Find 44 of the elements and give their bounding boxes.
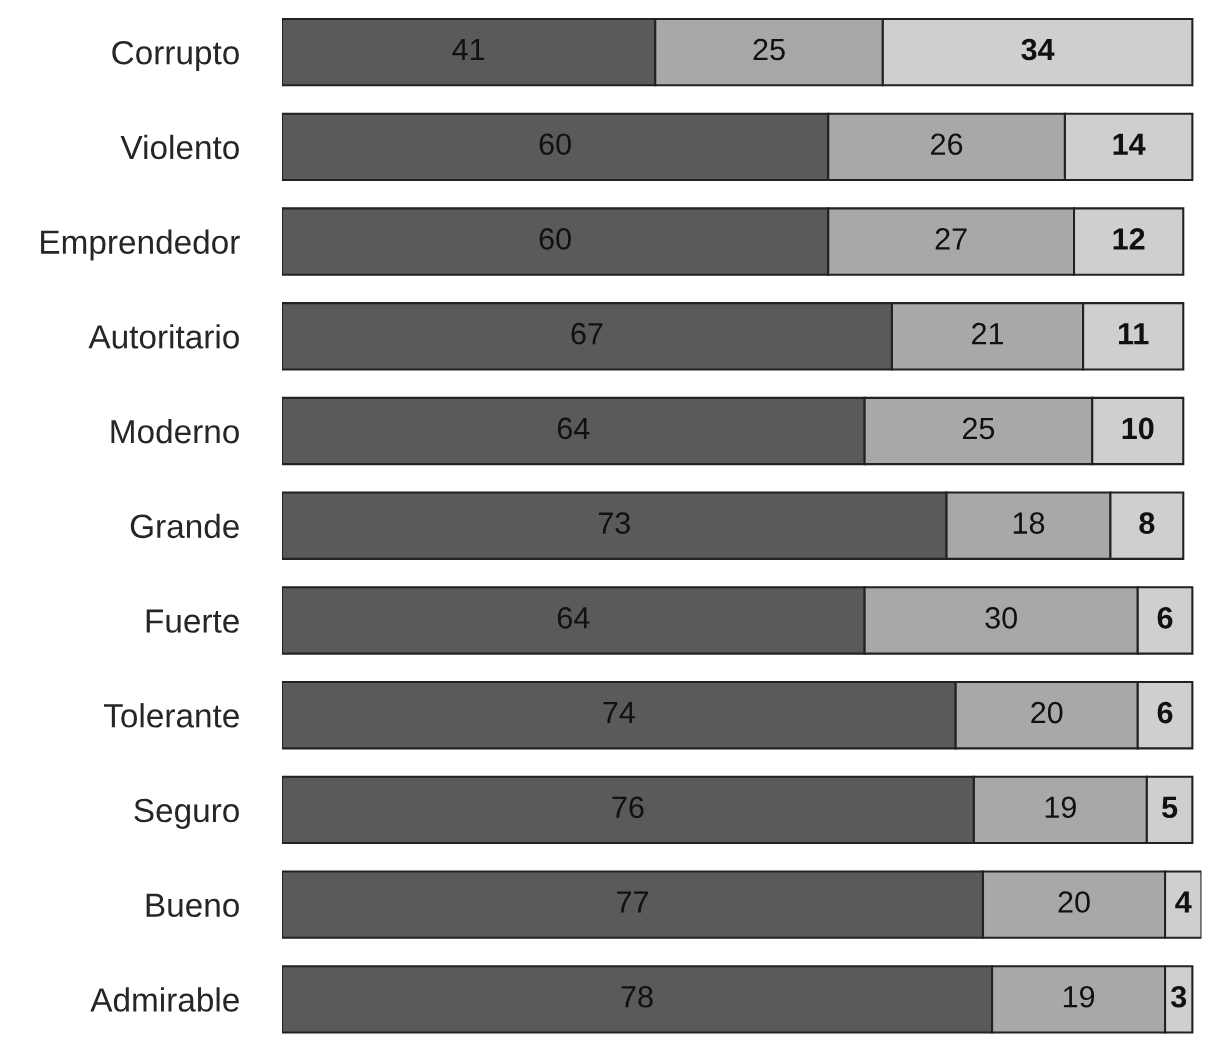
data-label: 34 (1021, 38, 1055, 61)
data-label: 8 (1139, 512, 1155, 534)
y-tick-label: Tolerante (103, 703, 239, 728)
data-label: 20 (1058, 891, 1090, 913)
y-tick-label: Violento (120, 134, 239, 160)
data-label: 78 (621, 985, 653, 1008)
y-tick-label: Bueno (146, 893, 239, 918)
data-label: 3 (1170, 985, 1187, 1008)
data-label: 67 (571, 322, 603, 345)
data-label: 6 (1157, 607, 1173, 629)
data-label: 25 (753, 38, 785, 61)
data-label: 5 (1162, 796, 1178, 819)
data-label: 14 (1113, 133, 1146, 155)
data-label: 41 (452, 38, 485, 60)
data-label: 25 (962, 417, 995, 440)
data-label: 19 (1063, 985, 1095, 1008)
data-label: 10 (1122, 417, 1154, 440)
data-label: 6 (1157, 701, 1173, 724)
y-tick-label: Corrupto (112, 40, 239, 72)
data-label: 77 (617, 891, 648, 913)
data-label: 18 (1013, 512, 1045, 534)
data-label: 27 (935, 228, 967, 250)
data-label: 30 (985, 607, 1017, 629)
data-label: 74 (603, 702, 635, 724)
y-tick-label: Admirable (90, 987, 239, 1012)
data-label: 76 (612, 796, 644, 819)
y-tick-label: Seguro (134, 798, 239, 829)
y-tick-label: Fuerte (146, 609, 239, 633)
data-label: 60 (539, 133, 571, 156)
data-label: 60 (539, 228, 571, 250)
data-label: 26 (931, 133, 963, 156)
data-label: 12 (1113, 228, 1145, 250)
y-tick-label: Moderno (111, 418, 239, 444)
data-label: 64 (557, 417, 590, 440)
y-tick-label: Autoritario (88, 324, 239, 349)
y-tick-label: Grande (130, 513, 239, 539)
data-label: 19 (1045, 796, 1076, 819)
y-tick-label: Emprendedor (41, 229, 240, 261)
data-label: 20 (1031, 701, 1063, 724)
data-label: 11 (1118, 323, 1149, 345)
data-label: 73 (598, 512, 630, 534)
data-label: 4 (1175, 891, 1192, 913)
data-label: 64 (557, 607, 590, 629)
data-label: 21 (972, 322, 1004, 345)
